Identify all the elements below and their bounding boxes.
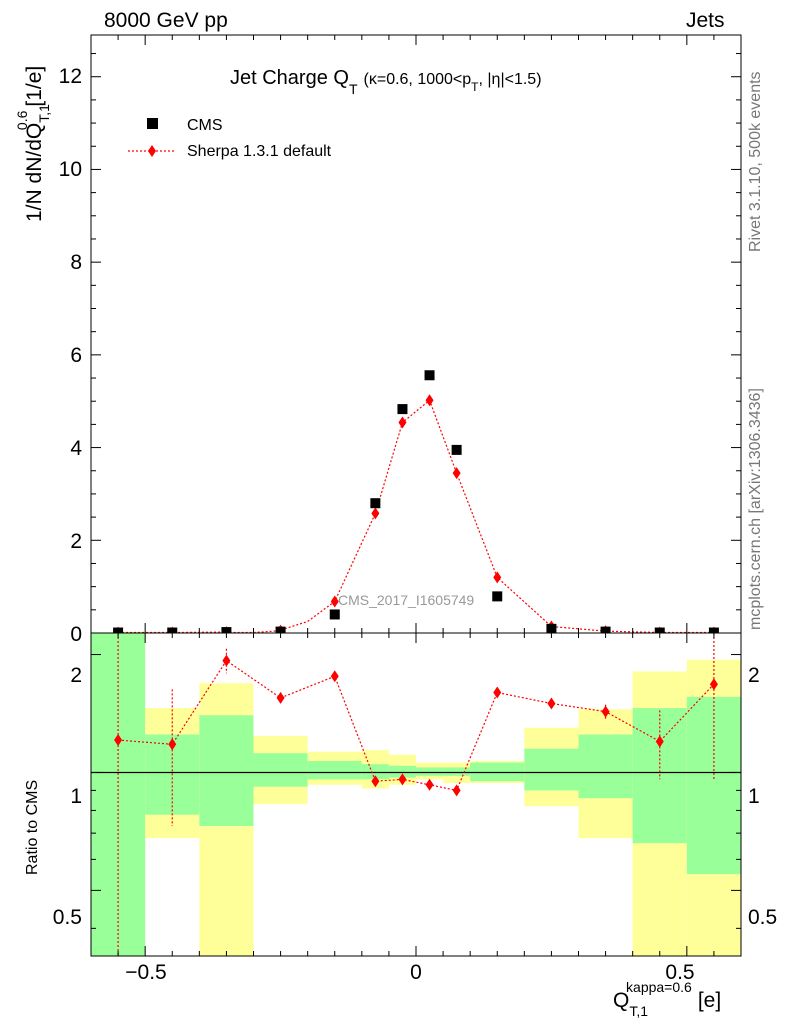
ratio-markers	[114, 633, 718, 956]
legend-mc-marker	[148, 145, 156, 157]
ratio-tick-labels-right: 0.5 1 2	[748, 664, 777, 929]
x-tick-label: −0.5	[125, 961, 166, 984]
ratio-mc-marker	[330, 670, 339, 683]
band-stat	[388, 765, 416, 778]
ratio-tick-label: 2	[748, 664, 760, 687]
mc-marker	[330, 595, 339, 608]
y-axis-label: 1/N dN/dQT,10.6[1/e]	[14, 66, 52, 222]
ratio-mc-marker	[371, 775, 380, 788]
band-stat	[253, 753, 308, 787]
mc-marker	[398, 416, 407, 429]
cms-data-point	[492, 591, 503, 602]
ratio-axis-label: Ratio to CMS	[24, 780, 41, 875]
legend: CMS Sherpa 1.3.1 default	[128, 117, 332, 160]
cms-data-point	[397, 404, 408, 415]
ratio-mc-marker	[168, 738, 177, 751]
x-tick-label: 0	[410, 961, 422, 984]
ratio-mc-marker	[222, 654, 231, 667]
mc-marker	[452, 467, 461, 480]
band-stat	[524, 748, 579, 791]
band-stat	[361, 764, 389, 780]
ratio-mc-marker	[655, 735, 664, 748]
ratio-mc-marker	[493, 686, 502, 699]
mc-marker	[371, 507, 380, 520]
ratio-mc-marker	[114, 734, 123, 747]
y-tick-labels: 0 2 4 6 8 10 12	[59, 65, 83, 646]
x-tick-labels: −0.5 0 0.5	[125, 961, 694, 984]
mc-marker	[425, 394, 434, 407]
chart-title: Jet Charge QT(κ=0.6, 1000<pT, |η|<1.5)	[230, 67, 542, 97]
cms-data-point	[329, 609, 340, 620]
header-process-label: 8000 GeV pp	[104, 9, 228, 32]
y-tick-label: 6	[70, 344, 82, 367]
mc-marker	[493, 571, 502, 584]
mcplots-credit-label: mcplots.cern.ch [arXiv:1306.3436]	[747, 388, 764, 630]
band-stat	[443, 767, 471, 776]
ratio-tick-label: 1	[748, 785, 760, 808]
band-stat	[199, 715, 254, 827]
ratio-tick-labels-left: 0.5 1 2	[53, 664, 82, 929]
svg-text:1/N dN/dQT,10.6[1/e]: 1/N dN/dQT,10.6[1/e]	[14, 66, 52, 222]
ratio-mc-marker	[452, 784, 461, 797]
ratio-mc-line	[118, 659, 715, 792]
analysis-watermark: CMS_2017_I1605749	[338, 592, 474, 608]
ratio-mc-marker	[276, 691, 285, 704]
ratio-mc-marker	[709, 678, 718, 691]
ratio-tick-label: 1	[70, 785, 82, 808]
ratio-mc-marker	[425, 778, 434, 791]
ratio-tick-label: 2	[70, 664, 82, 687]
cms-data-point	[370, 498, 381, 509]
x-axis-label: QT,1kappa=0.6[e]	[613, 979, 721, 1019]
axis-ticks	[90, 35, 742, 956]
y-tick-label: 0	[70, 623, 82, 646]
ratio-mc-marker	[601, 705, 610, 718]
y-tick-label: 2	[70, 530, 82, 553]
rivet-version-label: Rivet 3.1.10, 500k events	[747, 71, 764, 252]
band-stat	[416, 767, 444, 776]
x-tick-label: 0.5	[665, 961, 694, 984]
svg-text:Ratio to CMS: Ratio to CMS	[24, 780, 41, 875]
band-stat	[307, 760, 362, 780]
ratio-mc-marker	[398, 773, 407, 786]
band-stat	[578, 734, 633, 799]
ratio-tick-label: 0.5	[748, 906, 777, 929]
y-tick-label: 12	[59, 65, 82, 88]
legend-mc-label: Sherpa 1.3.1 default	[187, 143, 332, 160]
header-category-label: Jets	[686, 9, 725, 32]
legend-cms-marker	[147, 118, 158, 129]
y-tick-label: 4	[70, 437, 82, 460]
ratio-uncertainty-bands	[91, 633, 741, 956]
legend-cms-label: CMS	[187, 117, 223, 134]
cms-data-point	[451, 444, 462, 455]
ratio-tick-label: 0.5	[53, 906, 82, 929]
y-tick-label: 8	[70, 251, 82, 274]
y-tick-label: 10	[59, 158, 82, 181]
band-stat	[686, 696, 741, 875]
cms-data-point	[424, 370, 435, 381]
ratio-mc-marker	[547, 697, 556, 710]
